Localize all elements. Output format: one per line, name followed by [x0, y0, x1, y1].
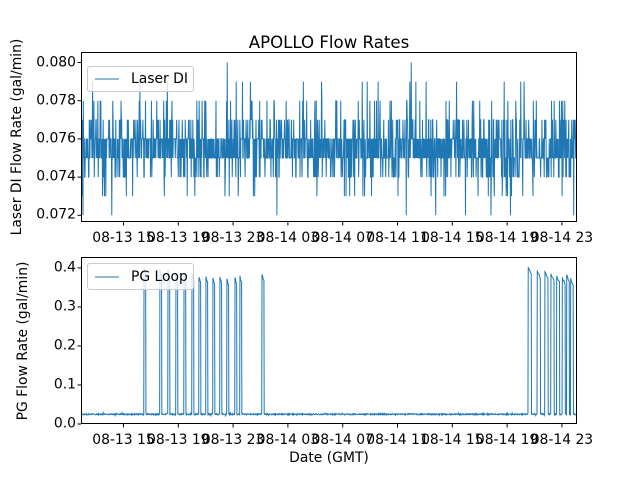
legend-laser-di: Laser DI	[87, 66, 194, 92]
x-tick-label: 08-14 19	[475, 432, 539, 448]
x-tick-label: 08-14 11	[366, 230, 429, 246]
y-tick-label: 0.0	[53, 415, 76, 432]
y-tick-label: 0.2	[53, 337, 76, 354]
top-y-axis-label: Laser DI Flow Rate (gal/min)	[9, 38, 25, 236]
legend-line-sample-icon	[95, 78, 119, 80]
x-tick-label: 08-13 19	[147, 230, 210, 246]
y-tick-label: 0.078	[36, 92, 76, 109]
figure-title: APOLLO Flow Rates	[248, 33, 410, 52]
x-tick-label: 08-14 03	[256, 230, 320, 246]
legend-line-sample-icon	[95, 276, 119, 277]
x-tick-label: 08-14 19	[475, 230, 539, 246]
x-tick-label: 08-13 23	[201, 432, 265, 448]
x-tick-label: 08-14 11	[366, 432, 429, 448]
y-tick-label: 0.080	[36, 53, 76, 70]
axes-bottom-spine	[81, 257, 577, 424]
y-tick-label: 0.072	[36, 206, 76, 223]
x-tick-label: 08-14 03	[256, 432, 320, 448]
y-tick-label: 0.1	[53, 376, 76, 393]
x-tick-label: 08-14 23	[530, 230, 594, 246]
x-tick-label: 08-14 15	[421, 432, 484, 448]
x-tick-label: 08-14 15	[421, 230, 484, 246]
y-tick-label: 0.4	[53, 259, 76, 276]
bottom-y-axis-label: PG Flow Rate (gal/min)	[15, 261, 31, 421]
y-tick-label: 0.074	[36, 168, 76, 185]
axes-top-spine	[81, 52, 577, 222]
x-tick-label: 08-14 07	[311, 230, 374, 246]
y-tick-label: 0.076	[36, 130, 76, 147]
x-tick-label: 08-13 23	[201, 230, 265, 246]
x-tick-label: 08-13 19	[147, 432, 210, 448]
laser-di-series	[81, 62, 577, 216]
legend-pg-loop: PG Loop	[87, 263, 194, 290]
legend-label: PG Loop	[131, 268, 188, 285]
x-tick-label: 08-13 15	[92, 432, 155, 448]
x-tick-label: 08-13 15	[92, 230, 155, 246]
y-tick-label: 0.3	[53, 298, 76, 315]
legend-label: Laser DI	[131, 71, 188, 87]
x-tick-label: 08-14 23	[530, 432, 594, 448]
x-tick-label: 08-14 07	[311, 432, 374, 448]
x-axis-label: Date (GMT)	[289, 450, 369, 466]
pg-loop-series	[81, 266, 577, 418]
